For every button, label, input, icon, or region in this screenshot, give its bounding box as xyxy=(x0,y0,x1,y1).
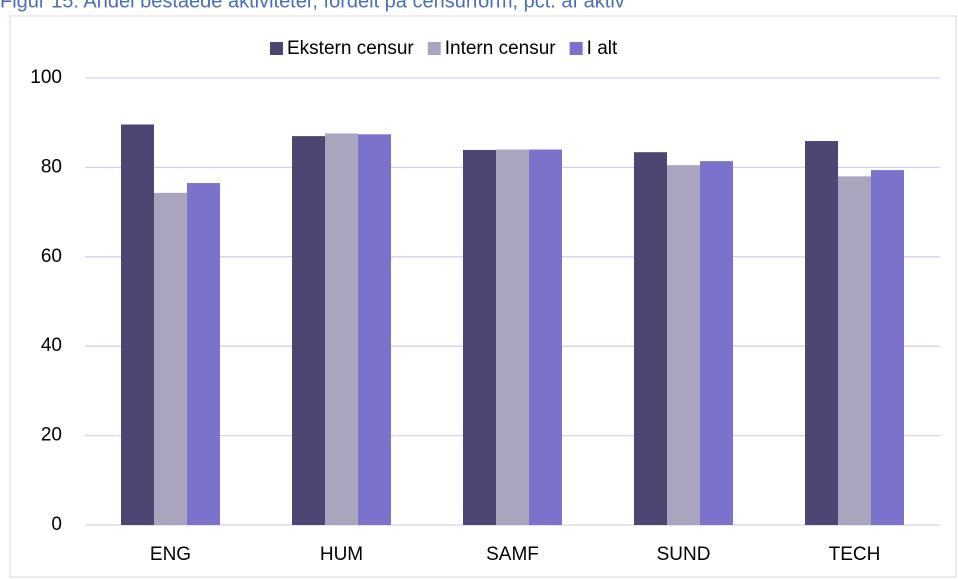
bar xyxy=(121,124,154,525)
x-tick-label: SAMF xyxy=(486,544,539,565)
bar xyxy=(325,133,358,526)
legend-swatch xyxy=(427,42,441,55)
legend-label: I alt xyxy=(587,38,618,59)
legend-swatch xyxy=(270,42,283,55)
bar xyxy=(667,165,700,526)
bar xyxy=(871,170,904,525)
bar xyxy=(700,161,733,525)
bar xyxy=(634,152,667,525)
x-tick-label: SUND xyxy=(657,544,711,565)
x-tick-label: ENG xyxy=(150,544,191,565)
legend-label: Intern censur xyxy=(445,38,557,59)
y-tick-label: 20 xyxy=(41,425,62,446)
legend-label: Ekstern censur xyxy=(287,38,414,59)
bar xyxy=(463,149,496,526)
bar xyxy=(187,183,220,526)
y-tick-label: 0 xyxy=(51,514,62,535)
legend-swatch xyxy=(569,42,583,55)
x-tick-label: HUM xyxy=(320,544,363,565)
bar xyxy=(292,136,325,526)
chart-title: Figur 15: Andel beståede aktiviteter, fo… xyxy=(0,0,625,12)
bar xyxy=(358,134,391,525)
bar xyxy=(805,141,838,526)
x-tick-label: TECH xyxy=(829,544,881,565)
y-tick-label: 80 xyxy=(41,156,62,177)
bar xyxy=(529,149,562,525)
bar xyxy=(154,192,187,525)
y-tick-label: 100 xyxy=(30,67,62,88)
y-tick-label: 40 xyxy=(41,335,62,356)
y-tick-label: 60 xyxy=(41,246,62,267)
bar xyxy=(496,149,529,525)
bar xyxy=(838,176,871,525)
